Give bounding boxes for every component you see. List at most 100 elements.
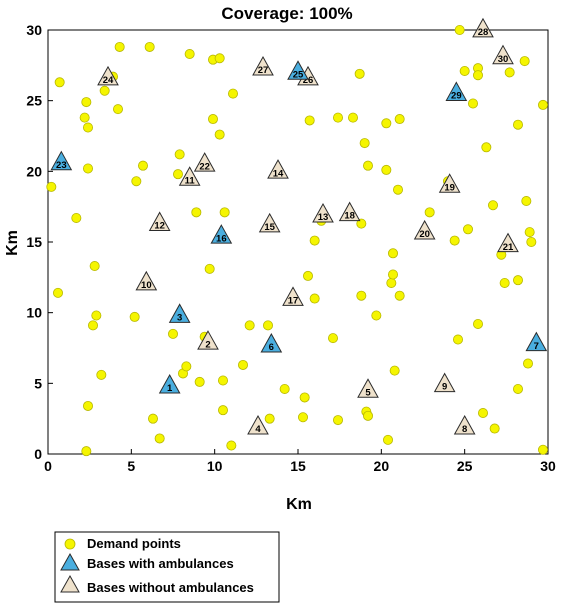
base-without-ambulance-marker	[357, 378, 379, 398]
demand-point	[96, 369, 107, 380]
demand-point	[381, 118, 392, 129]
demand-point	[204, 263, 215, 274]
y-tick-label: 10	[26, 305, 42, 321]
demand-point	[487, 200, 498, 211]
base-without-ambulance-marker	[178, 166, 201, 186]
demand-point	[462, 224, 473, 235]
demand-point	[181, 361, 192, 372]
plot-frame	[47, 29, 549, 455]
base-without-ambulance-label: 4	[255, 424, 261, 435]
x-tick-label: 25	[457, 458, 473, 474]
demand-point	[304, 115, 315, 126]
base-without-ambulance-label: 28	[478, 27, 489, 38]
demand-point	[513, 275, 524, 286]
demand-point	[467, 98, 478, 109]
demand-point	[88, 320, 99, 331]
demand-point	[459, 65, 470, 76]
demand-point	[174, 149, 185, 160]
demand-point	[89, 261, 100, 272]
demand-point	[309, 235, 320, 246]
base-with-ambulance-label: 16	[216, 233, 227, 244]
base-with-ambulance-marker	[260, 332, 283, 353]
x-axis-label: Km	[286, 496, 312, 513]
base-without-ambulance-label: 19	[444, 182, 455, 193]
demand-point	[513, 119, 524, 130]
demand-point	[524, 227, 535, 238]
demand-point	[523, 358, 534, 369]
demand-point	[386, 277, 397, 288]
demand-point	[114, 41, 125, 52]
demand-point	[244, 320, 255, 331]
base-without-ambulance-marker	[492, 44, 514, 65]
demand-point	[154, 433, 165, 444]
demand-point	[217, 375, 228, 386]
demand-point	[172, 169, 183, 180]
y-tick-label: 5	[34, 375, 42, 391]
legend-label-with-ambulance: Bases with ambulances	[87, 556, 234, 571]
demand-point	[309, 293, 320, 304]
demand-point	[54, 77, 65, 88]
demand-point	[513, 383, 524, 394]
base-without-ambulance-label: 2	[205, 339, 210, 350]
demand-point	[449, 235, 460, 246]
demand-point	[504, 67, 515, 78]
x-tick-label: 0	[44, 458, 52, 474]
legend: Demand points Bases with ambulances Base…	[54, 531, 280, 603]
base-with-ambulance-label: 6	[269, 342, 274, 353]
demand-point	[237, 359, 248, 370]
demand-point	[454, 24, 465, 35]
y-axis-label: Km	[4, 230, 21, 256]
base-without-ambulance-label: 22	[199, 161, 210, 172]
demand-points	[46, 24, 549, 457]
base-without-ambulance-marker	[453, 414, 476, 435]
base-with-ambulance-marker	[158, 373, 181, 394]
base-with-ambulance-marker	[525, 331, 548, 352]
y-tick-label: 25	[26, 93, 42, 109]
demand-point	[53, 287, 64, 298]
base-without-ambulance-label: 21	[503, 242, 514, 253]
base-without-ambulance-label: 20	[419, 229, 430, 240]
base-without-ambulance-marker	[338, 201, 361, 222]
demand-point	[227, 88, 238, 99]
demand-point	[131, 176, 142, 187]
demand-point	[83, 400, 94, 411]
demand-point	[452, 334, 463, 345]
base-without-ambulance-marker	[197, 330, 219, 350]
base-with-ambulance-label: 3	[177, 312, 182, 323]
base-without-ambulance-marker	[247, 414, 269, 435]
demand-point	[279, 383, 290, 394]
base-without-ambulance-label: 5	[365, 387, 371, 398]
y-tick-label: 20	[26, 163, 42, 179]
x-tick-label: 5	[127, 458, 135, 474]
demand-point	[332, 415, 343, 426]
base-without-ambulance-marker	[282, 286, 304, 306]
x-axis-ticks: 0 5 10 15 20 25 30	[44, 449, 556, 474]
base-with-ambulance-marker	[50, 150, 73, 171]
base-without-ambulance-marker	[148, 211, 171, 231]
demand-point	[477, 408, 488, 419]
base-without-ambulance-marker	[438, 173, 461, 193]
demand-point	[382, 434, 393, 445]
legend-label-without-ambulance: Bases without ambulances	[87, 580, 254, 595]
demand-point	[219, 207, 230, 218]
base-with-ambulance-marker	[287, 60, 309, 80]
demand-point	[392, 184, 403, 195]
demand-point	[538, 444, 549, 455]
base-without-ambulance-label: 15	[264, 222, 275, 233]
demand-point	[362, 410, 373, 421]
demand-point	[347, 112, 358, 123]
demand-point	[472, 70, 483, 81]
legend-marker-with-ambulance	[60, 552, 80, 571]
demand-point	[81, 97, 92, 108]
demand-point	[521, 196, 532, 207]
base-without-ambulance-label: 10	[141, 280, 152, 291]
demand-point	[217, 405, 228, 416]
base-with-ambulance-marker	[445, 81, 468, 101]
legend-marker-demand	[64, 538, 76, 550]
base-without-ambulance-label: 17	[288, 296, 299, 307]
base-without-ambulance-marker	[135, 270, 158, 291]
demand-point	[207, 114, 218, 125]
plot-area	[47, 29, 549, 455]
demand-point	[519, 56, 530, 67]
